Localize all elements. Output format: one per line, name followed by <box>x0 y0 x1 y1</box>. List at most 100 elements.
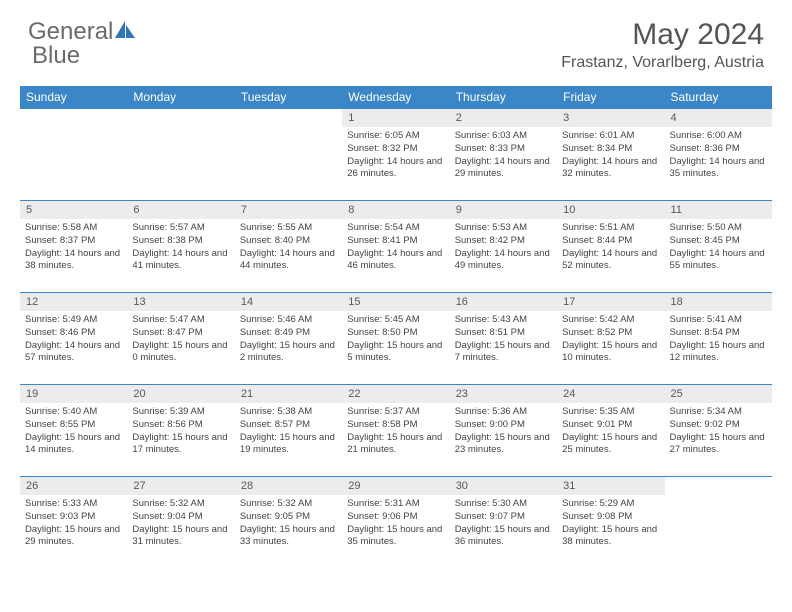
dayhead-mon: Monday <box>127 86 234 109</box>
sunrise-text: Sunrise: 5:41 AM <box>670 314 767 327</box>
calendar-cell: 24Sunrise: 5:35 AMSunset: 9:01 PMDayligh… <box>557 385 664 477</box>
calendar-cell: 9Sunrise: 5:53 AMSunset: 8:42 PMDaylight… <box>450 201 557 293</box>
daylight-text: Daylight: 15 hours and 31 minutes. <box>132 524 229 550</box>
calendar-cell: 10Sunrise: 5:51 AMSunset: 8:44 PMDayligh… <box>557 201 664 293</box>
daylight-text: Daylight: 15 hours and 27 minutes. <box>670 432 767 458</box>
day-header-row: Sunday Monday Tuesday Wednesday Thursday… <box>20 86 772 109</box>
day-info: Sunrise: 5:34 AMSunset: 9:02 PMDaylight:… <box>665 403 772 459</box>
brand-part2: Blue <box>32 42 80 70</box>
daylight-text: Daylight: 15 hours and 36 minutes. <box>455 524 552 550</box>
calendar-cell: 1Sunrise: 6:05 AMSunset: 8:32 PMDaylight… <box>342 109 449 201</box>
daylight-text: Daylight: 15 hours and 21 minutes. <box>347 432 444 458</box>
day-info: Sunrise: 5:35 AMSunset: 9:01 PMDaylight:… <box>557 403 664 459</box>
sunset-text: Sunset: 8:51 PM <box>455 327 552 340</box>
daylight-text: Daylight: 15 hours and 35 minutes. <box>347 524 444 550</box>
day-number: 3 <box>557 109 664 127</box>
calendar-cell: 31Sunrise: 5:29 AMSunset: 9:08 PMDayligh… <box>557 477 664 569</box>
calendar-cell: 29Sunrise: 5:31 AMSunset: 9:06 PMDayligh… <box>342 477 449 569</box>
sunrise-text: Sunrise: 5:55 AM <box>240 222 337 235</box>
sunset-text: Sunset: 9:04 PM <box>132 511 229 524</box>
sunset-text: Sunset: 8:41 PM <box>347 235 444 248</box>
day-number: 23 <box>450 385 557 403</box>
calendar-cell: 25Sunrise: 5:34 AMSunset: 9:02 PMDayligh… <box>665 385 772 477</box>
daylight-text: Daylight: 15 hours and 2 minutes. <box>240 340 337 366</box>
sunset-text: Sunset: 8:34 PM <box>562 143 659 156</box>
daylight-text: Daylight: 15 hours and 12 minutes. <box>670 340 767 366</box>
sunset-text: Sunset: 9:07 PM <box>455 511 552 524</box>
day-info: Sunrise: 5:38 AMSunset: 8:57 PMDaylight:… <box>235 403 342 459</box>
day-number: 25 <box>665 385 772 403</box>
daylight-text: Daylight: 15 hours and 33 minutes. <box>240 524 337 550</box>
day-number: 8 <box>342 201 449 219</box>
day-info: Sunrise: 5:53 AMSunset: 8:42 PMDaylight:… <box>450 219 557 275</box>
calendar-cell: 18Sunrise: 5:41 AMSunset: 8:54 PMDayligh… <box>665 293 772 385</box>
sunrise-text: Sunrise: 6:05 AM <box>347 130 444 143</box>
day-info: Sunrise: 5:32 AMSunset: 9:04 PMDaylight:… <box>127 495 234 551</box>
day-number: 4 <box>665 109 772 127</box>
day-number: 20 <box>127 385 234 403</box>
sunset-text: Sunset: 9:00 PM <box>455 419 552 432</box>
sunset-text: Sunset: 8:37 PM <box>25 235 122 248</box>
daylight-text: Daylight: 15 hours and 17 minutes. <box>132 432 229 458</box>
sunset-text: Sunset: 8:40 PM <box>240 235 337 248</box>
sunrise-text: Sunrise: 5:58 AM <box>25 222 122 235</box>
day-info: Sunrise: 5:58 AMSunset: 8:37 PMDaylight:… <box>20 219 127 275</box>
day-number: 14 <box>235 293 342 311</box>
sunset-text: Sunset: 8:57 PM <box>240 419 337 432</box>
calendar-cell: . <box>127 109 234 201</box>
sunrise-text: Sunrise: 5:53 AM <box>455 222 552 235</box>
calendar-cell: 28Sunrise: 5:32 AMSunset: 9:05 PMDayligh… <box>235 477 342 569</box>
calendar-cell: 3Sunrise: 6:01 AMSunset: 8:34 PMDaylight… <box>557 109 664 201</box>
day-info: Sunrise: 5:46 AMSunset: 8:49 PMDaylight:… <box>235 311 342 367</box>
sunrise-text: Sunrise: 6:03 AM <box>455 130 552 143</box>
calendar-cell: 19Sunrise: 5:40 AMSunset: 8:55 PMDayligh… <box>20 385 127 477</box>
calendar-week: 5Sunrise: 5:58 AMSunset: 8:37 PMDaylight… <box>20 201 772 293</box>
sunrise-text: Sunrise: 5:29 AM <box>562 498 659 511</box>
sunset-text: Sunset: 8:54 PM <box>670 327 767 340</box>
sunset-text: Sunset: 9:08 PM <box>562 511 659 524</box>
sunrise-text: Sunrise: 5:31 AM <box>347 498 444 511</box>
day-number: 9 <box>450 201 557 219</box>
calendar-week: 19Sunrise: 5:40 AMSunset: 8:55 PMDayligh… <box>20 385 772 477</box>
day-number: 19 <box>20 385 127 403</box>
calendar-week: 26Sunrise: 5:33 AMSunset: 9:03 PMDayligh… <box>20 477 772 569</box>
day-number: 30 <box>450 477 557 495</box>
calendar-cell: 16Sunrise: 5:43 AMSunset: 8:51 PMDayligh… <box>450 293 557 385</box>
sunset-text: Sunset: 8:56 PM <box>132 419 229 432</box>
sunrise-text: Sunrise: 5:36 AM <box>455 406 552 419</box>
calendar-table: Sunday Monday Tuesday Wednesday Thursday… <box>20 86 772 569</box>
calendar-week: 12Sunrise: 5:49 AMSunset: 8:46 PMDayligh… <box>20 293 772 385</box>
title-block: May 2024 Frastanz, Vorarlberg, Austria <box>561 18 764 72</box>
day-info: Sunrise: 5:36 AMSunset: 9:00 PMDaylight:… <box>450 403 557 459</box>
day-number: 7 <box>235 201 342 219</box>
day-number: 12 <box>20 293 127 311</box>
daylight-text: Daylight: 15 hours and 5 minutes. <box>347 340 444 366</box>
day-info: Sunrise: 5:30 AMSunset: 9:07 PMDaylight:… <box>450 495 557 551</box>
calendar-cell: 12Sunrise: 5:49 AMSunset: 8:46 PMDayligh… <box>20 293 127 385</box>
day-number: 28 <box>235 477 342 495</box>
daylight-text: Daylight: 15 hours and 19 minutes. <box>240 432 337 458</box>
daylight-text: Daylight: 14 hours and 41 minutes. <box>132 248 229 274</box>
calendar-cell: 4Sunrise: 6:00 AMSunset: 8:36 PMDaylight… <box>665 109 772 201</box>
daylight-text: Daylight: 15 hours and 10 minutes. <box>562 340 659 366</box>
sunrise-text: Sunrise: 5:54 AM <box>347 222 444 235</box>
sunrise-text: Sunrise: 5:30 AM <box>455 498 552 511</box>
calendar-cell: 5Sunrise: 5:58 AMSunset: 8:37 PMDaylight… <box>20 201 127 293</box>
day-number: 17 <box>557 293 664 311</box>
daylight-text: Daylight: 15 hours and 14 minutes. <box>25 432 122 458</box>
daylight-text: Daylight: 14 hours and 35 minutes. <box>670 156 767 182</box>
day-number: 10 <box>557 201 664 219</box>
sunset-text: Sunset: 8:45 PM <box>670 235 767 248</box>
day-info: Sunrise: 5:29 AMSunset: 9:08 PMDaylight:… <box>557 495 664 551</box>
dayhead-sun: Sunday <box>20 86 127 109</box>
sunset-text: Sunset: 8:38 PM <box>132 235 229 248</box>
calendar-cell: 21Sunrise: 5:38 AMSunset: 8:57 PMDayligh… <box>235 385 342 477</box>
calendar-cell: 26Sunrise: 5:33 AMSunset: 9:03 PMDayligh… <box>20 477 127 569</box>
month-title: May 2024 <box>561 18 764 52</box>
sunrise-text: Sunrise: 5:38 AM <box>240 406 337 419</box>
sunset-text: Sunset: 8:42 PM <box>455 235 552 248</box>
sunrise-text: Sunrise: 5:35 AM <box>562 406 659 419</box>
day-info: Sunrise: 5:57 AMSunset: 8:38 PMDaylight:… <box>127 219 234 275</box>
sunset-text: Sunset: 9:06 PM <box>347 511 444 524</box>
sunset-text: Sunset: 9:02 PM <box>670 419 767 432</box>
